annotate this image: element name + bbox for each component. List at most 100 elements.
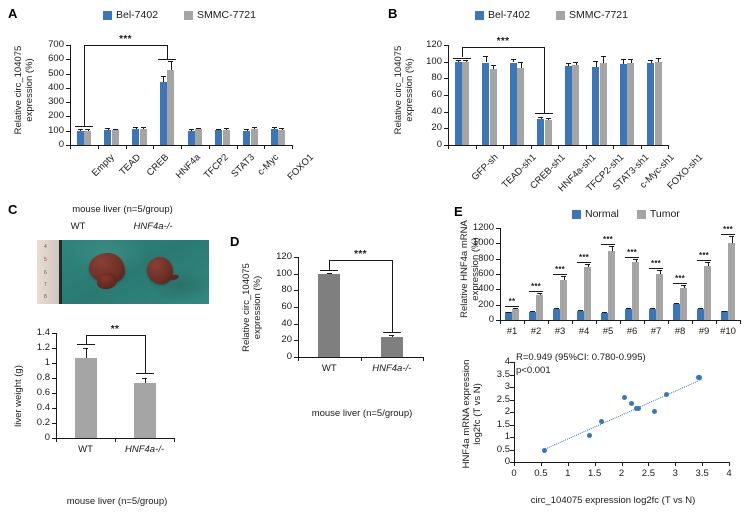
error-bar-cap [545,118,551,120]
x-tick [640,145,642,149]
y-tick-label: 1 [44,357,50,368]
bar [454,61,462,145]
panel-c: C mouse liver (n=5/group) WT HNF4a-/- 4 … [0,196,240,523]
y-tick [66,73,70,75]
y-tick-label: 120 [426,39,442,50]
y-tick [52,408,56,409]
scatter-point [628,400,634,406]
error-bar-cap [83,348,88,349]
error-bar [493,65,494,70]
x-tick [500,320,501,324]
y-tick-label: 40 [431,105,442,117]
error-bar-cap [463,60,468,62]
error-bar [513,59,514,63]
y-tick-label: 300 [48,96,64,108]
bar [489,69,497,145]
significance-marker: *** [723,225,733,235]
error-bar-cap [518,62,523,64]
y-tick [294,323,298,325]
x-tick-label: HNF4a-/- [124,444,165,455]
y-tick-label: 1.2 [36,342,50,353]
error-bar-cap [601,312,607,314]
legend-swatch-blue [103,10,112,20]
photo-ruler [37,240,59,304]
legend-label-smmc7721: SMMC-7721 [197,9,256,21]
y-tick-label: 400 [48,81,64,93]
error-bar [143,127,145,130]
x-tick [675,462,677,466]
panel-a-y-axis-title: Relative circ_104075 expression (%) [13,45,35,135]
panel-c-photo-label-ko: HNF4a-/- [133,221,173,232]
error-bar-cap [721,310,727,312]
significance-bracket [329,259,392,261]
error-bar [587,263,589,267]
error-bar [623,59,624,65]
x-tick-label: 1.5 [588,468,602,479]
x-tick-label: 0.5 [534,468,548,479]
error-bar [611,245,613,252]
y-tick [294,340,298,342]
y-tick [66,145,70,146]
y-tick [52,393,56,394]
y-tick-label: 0 [488,314,494,325]
x-tick [236,145,238,149]
legend-item-bel7402: Bel-7402 [475,9,530,21]
y-tick [510,462,514,463]
x-tick [475,145,477,149]
x-tick [115,438,116,442]
significance-marker: ** [508,296,516,306]
bar [656,273,664,320]
panel-e-letter: E [454,204,463,219]
y-tick-label: 100 [426,55,442,67]
y-tick [496,243,500,245]
bar [672,304,680,320]
significance-bracket-leg [391,259,393,332]
error-bar-cap [271,127,277,129]
significance-bracket-foot [382,332,401,333]
panel-a-legend: Bel-7402 SMMC-7721 [103,9,256,21]
y-tick-label: 100 [48,124,64,136]
panel-d-y-axis-title: Relative circ_104075 expression (%) [241,263,263,352]
panel-d-x-axis-title: mouse liver (n=5/group) [311,408,413,419]
x-tick [668,145,669,149]
significance-bracket [576,261,592,263]
error-bar-cap [573,61,578,63]
x-tick [448,145,449,149]
y-tick-label: 100 [276,267,292,279]
significance-marker: *** [651,259,661,269]
error-bar-cap [681,285,687,287]
legend-item-smmc7721: SMMC-7721 [556,9,628,21]
bar [696,308,704,320]
y-tick [294,257,298,258]
bar [139,129,147,145]
y-tick [496,228,500,229]
error-bar-cap [697,307,703,309]
panel-b-y-axis-title: Relative circ_104075 expression (%) [393,45,415,135]
error-bar-cap [553,308,559,310]
error-bar [650,60,652,64]
significance-marker: *** [579,252,589,262]
y-tick [294,307,298,308]
panel-f-plot: 0 0.5 1 1.5 2 2.5 3 3.5 4 0 0.5 1 1.5 2 2.5 3 3.5 4 [497,356,732,479]
bar [133,383,156,438]
y-tick [52,378,56,379]
error-bar-cap [609,245,615,247]
error-bar-cap [538,116,543,118]
error-bar-cap [455,60,461,62]
significance-bracket [83,45,168,46]
y-tick-label: 20 [281,334,292,346]
error-bar-cap [483,55,488,57]
x-tick [621,462,623,466]
photo-ruler-mark-7: 7 [44,282,47,288]
bar [528,311,536,320]
y-tick [510,424,514,426]
error-bar [144,378,146,384]
significance-marker: *** [675,274,685,284]
x-tick [558,145,559,149]
x-tick-label: 1 [565,468,571,479]
photo-ruler-mark-5: 5 [44,257,47,263]
bar [608,251,616,320]
y-tick-label: 0 [436,139,442,150]
significance-bracket-leg [167,45,169,60]
legend-label-smmc7721: SMMC-7721 [569,9,628,21]
